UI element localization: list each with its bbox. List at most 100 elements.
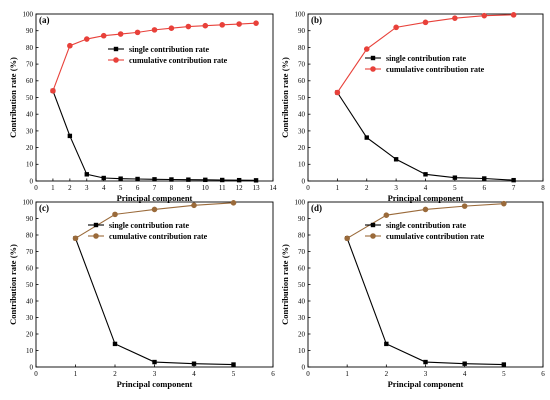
panel-label: (b) xyxy=(311,15,322,25)
y-tick-label: 0 xyxy=(30,177,34,185)
data-point xyxy=(253,20,259,26)
x-tick-label: 3 xyxy=(85,184,89,192)
x-tick-label: 5 xyxy=(453,184,457,192)
data-point xyxy=(101,175,106,181)
data-point xyxy=(501,200,507,207)
data-point xyxy=(72,235,79,242)
y-tick-label: 50 xyxy=(26,94,34,102)
y-tick-label: 50 xyxy=(298,94,306,102)
y-tick-label: 100 xyxy=(23,10,34,18)
data-point xyxy=(50,88,56,94)
y-tick-label: 90 xyxy=(26,27,34,35)
x-tick-label: 4 xyxy=(102,184,106,192)
legend-marker xyxy=(370,222,376,228)
data-point xyxy=(462,361,467,366)
x-tick-label: 1 xyxy=(345,370,349,378)
y-axis-title: Contribution rate (%) xyxy=(8,57,18,138)
series-line xyxy=(336,92,514,181)
x-tick-label: 1 xyxy=(336,184,340,192)
y-tick-label: 10 xyxy=(26,161,34,169)
data-point xyxy=(452,175,458,180)
data-point xyxy=(452,15,458,21)
panel-label: (a) xyxy=(39,15,50,25)
series-single xyxy=(73,236,236,367)
x-tick-label: 5 xyxy=(232,370,236,378)
x-tick-label: 2 xyxy=(385,370,389,378)
y-tick-label: 60 xyxy=(26,264,34,272)
y-tick-label: 50 xyxy=(298,281,306,289)
data-point xyxy=(334,89,341,96)
x-tick-label: 9 xyxy=(187,184,191,192)
y-axis-title: Contribution rate (%) xyxy=(8,244,18,325)
plot-frame xyxy=(307,13,544,182)
legend: single contribution rate cumulative contr… xyxy=(88,221,208,241)
x-tick-label: 10 xyxy=(202,184,210,192)
series-line xyxy=(346,238,504,366)
y-tick-label: 20 xyxy=(26,144,34,152)
data-point xyxy=(185,23,192,30)
legend-marker xyxy=(113,46,119,52)
data-point xyxy=(118,176,123,181)
y-tick-label: 0 xyxy=(302,177,306,185)
data-point xyxy=(151,206,158,213)
legend-label: single contribution rate xyxy=(109,221,189,230)
x-tick-label: 6 xyxy=(541,370,545,378)
x-tick-label: 0 xyxy=(34,184,38,192)
x-tick-label: 12 xyxy=(236,184,244,192)
y-tick-label: 90 xyxy=(26,215,34,223)
y-tick-label: 70 xyxy=(298,248,306,256)
data-point xyxy=(84,172,89,177)
data-point xyxy=(117,31,124,37)
legend-marker xyxy=(113,57,119,63)
y-tick-label: 10 xyxy=(298,161,306,169)
data-point xyxy=(186,177,191,182)
x-tick-label: 1 xyxy=(74,370,78,378)
y-tick-label: 0 xyxy=(30,363,34,371)
data-point xyxy=(135,176,140,182)
legend-label: single contribution rate xyxy=(386,221,466,230)
y-tick-label: 90 xyxy=(298,27,306,35)
x-tick-label: 3 xyxy=(394,184,398,192)
x-tick-label: 0 xyxy=(306,184,310,192)
y-tick-label: 30 xyxy=(298,127,306,135)
x-tick-label: 6 xyxy=(271,370,275,378)
series-cumulative xyxy=(72,200,237,242)
y-tick-label: 40 xyxy=(26,111,34,119)
panel-label: (d) xyxy=(311,203,322,213)
series-cumulative xyxy=(334,12,517,96)
data-point xyxy=(230,200,237,206)
series-single xyxy=(335,90,516,183)
legend-label: cumulative contribution rate xyxy=(109,232,208,241)
x-tick-label: 0 xyxy=(34,370,38,378)
y-tick-label: 0 xyxy=(302,363,306,371)
data-point xyxy=(384,341,389,347)
data-point xyxy=(67,42,73,49)
data-point xyxy=(383,212,390,218)
y-tick-label: 30 xyxy=(26,127,34,135)
series-cumulative xyxy=(50,20,259,94)
chart-panel-a: (a)0 1 2 3 4 5 6 7 8 9 10 11 12 13 1401020304050607080… xyxy=(8,10,277,203)
series-line xyxy=(52,90,257,181)
x-tick-label: 8 xyxy=(170,184,174,192)
y-tick-label: 40 xyxy=(26,297,34,305)
data-point xyxy=(344,235,350,242)
y-tick-label: 70 xyxy=(298,61,306,69)
y-tick-label: 80 xyxy=(26,44,34,52)
x-tick-label: 3 xyxy=(424,370,428,378)
y-axis-title: Contribution rate (%) xyxy=(280,244,290,325)
x-tick-label: 4 xyxy=(192,370,196,378)
y-tick-label: 80 xyxy=(298,231,306,239)
data-point xyxy=(236,177,242,183)
data-point xyxy=(168,25,175,31)
legend-marker xyxy=(370,55,376,61)
x-tick-label: 1 xyxy=(51,184,55,192)
x-tick-label: 5 xyxy=(119,184,123,192)
data-point xyxy=(501,362,507,367)
legend-label: single contribution rate xyxy=(386,54,466,63)
data-point xyxy=(220,177,225,183)
legend-label: single contribution rate xyxy=(129,45,209,54)
data-point xyxy=(482,176,487,181)
x-tick-label: 4 xyxy=(424,184,428,192)
panel-label: (c) xyxy=(39,203,49,213)
y-tick-label: 10 xyxy=(298,347,306,355)
